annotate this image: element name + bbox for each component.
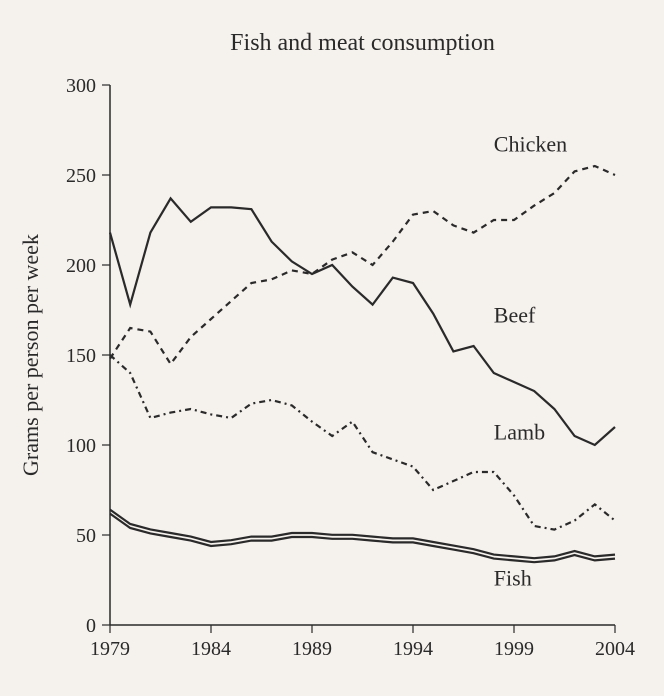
y-tick-label: 50: [76, 525, 96, 547]
y-tick-label: 150: [66, 345, 96, 367]
y-tick-label: 100: [66, 435, 96, 457]
series-label-fish: Fish: [494, 565, 532, 590]
series-label-chicken: Chicken: [494, 132, 567, 157]
x-tick-label: 1989: [292, 638, 332, 660]
series-label-lamb: Lamb: [494, 420, 545, 445]
line-chart: Fish and meat consumption 0 50 100 150 200 250…: [0, 0, 664, 696]
y-tick-label: 200: [66, 255, 96, 277]
y-axis-label: Grams per person per week: [18, 234, 43, 476]
x-tick-label: 1979: [90, 638, 130, 660]
y-tick-label: 250: [66, 165, 96, 187]
x-tick-label: 1994: [393, 638, 433, 660]
x-tick-label: 1999: [494, 638, 534, 660]
y-tick-label: 300: [66, 75, 96, 97]
chart-title: Fish and meat consumption: [230, 30, 495, 56]
y-tick-label: 0: [86, 615, 96, 637]
x-tick-label: 2004: [595, 638, 635, 660]
series-label-beef: Beef: [494, 303, 536, 328]
chart-bg: [0, 0, 664, 696]
chart-container: Fish and meat consumption 0 50 100 150 200 250…: [0, 0, 664, 696]
x-tick-label: 1984: [191, 638, 231, 660]
